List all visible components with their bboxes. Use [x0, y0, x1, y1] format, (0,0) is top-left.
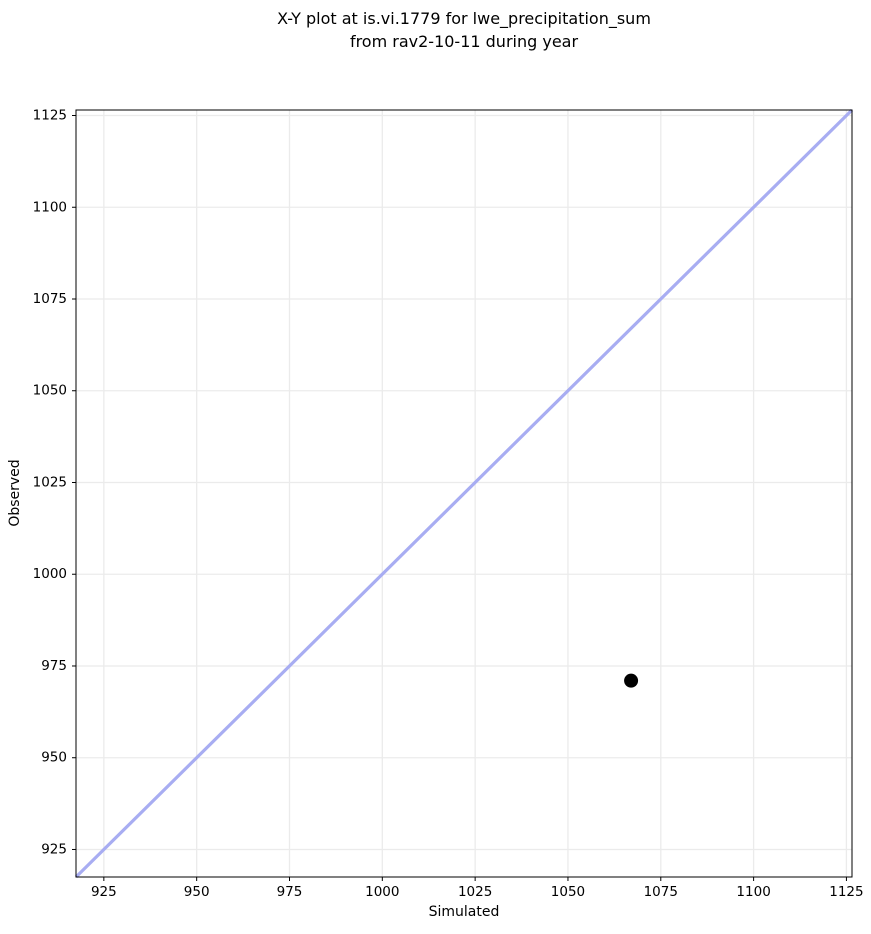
chart-title-line1: X-Y plot at is.vi.1779 for lwe_precipita…	[277, 9, 651, 28]
x-tick-label: 1125	[829, 884, 863, 900]
y-tick-label: 975	[41, 658, 67, 674]
x-tick-label: 1025	[458, 884, 492, 900]
y-tick-label: 1100	[33, 199, 67, 215]
chart-title: X-Y plot at is.vi.1779 for lwe_precipita…	[277, 7, 651, 53]
x-tick-label: 975	[277, 884, 303, 900]
data-point	[624, 673, 639, 688]
y-tick-label: 1050	[33, 383, 67, 399]
x-tick-label: 925	[91, 884, 117, 900]
x-axis-label: Simulated	[428, 904, 500, 920]
y-tick-label: 925	[41, 841, 67, 857]
x-tick-label: 1075	[644, 884, 678, 900]
x-tick-label: 1000	[365, 884, 399, 900]
x-tick-label: 1050	[551, 884, 585, 900]
y-axis-label: Observed	[7, 459, 23, 527]
identity-line	[74, 108, 854, 879]
chart-title-line2: from rav2-10-11 during year	[349, 32, 579, 51]
y-tick-label: 1025	[33, 474, 67, 490]
y-tick-label: 1075	[33, 291, 67, 307]
x-tick-label: 950	[184, 884, 210, 900]
y-tick-label: 1000	[33, 566, 67, 582]
x-tick-label: 1100	[736, 884, 770, 900]
y-tick-label: 950	[41, 750, 67, 766]
plot-spines	[75, 109, 853, 878]
y-tick-label: 1125	[33, 108, 67, 124]
